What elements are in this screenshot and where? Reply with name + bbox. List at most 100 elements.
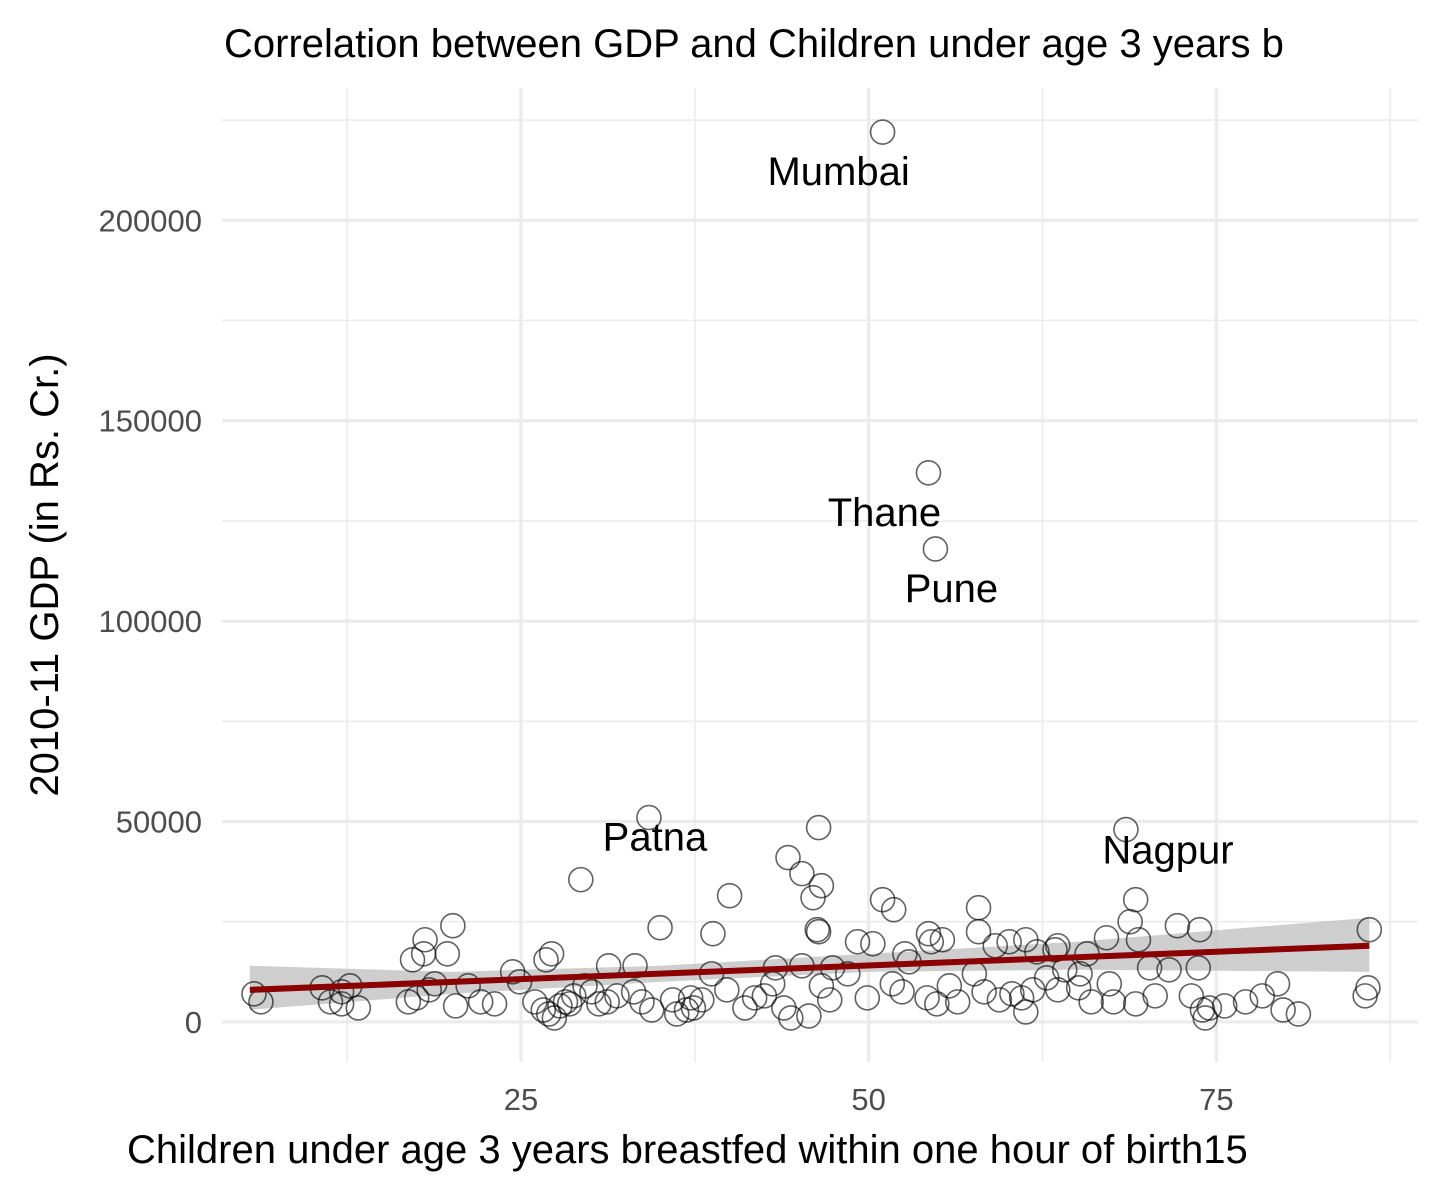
data-point	[1122, 991, 1149, 1017]
point-label-nagpur: Nagpur	[1102, 829, 1233, 873]
y-axis-ticks: 0 50000 100000 150000 200000	[99, 203, 202, 1040]
x-axis-title: Children under age 3 years breastfed wit…	[127, 1128, 1248, 1172]
data-point	[1270, 997, 1296, 1023]
data-point	[1352, 983, 1378, 1009]
data-point	[971, 979, 997, 1005]
x-tick-label: 50	[851, 1082, 885, 1117]
data-point	[328, 991, 355, 1017]
data-point	[965, 894, 992, 921]
data-point	[680, 995, 707, 1021]
point-label-mumbai: Mumbai	[767, 150, 909, 194]
data-point	[714, 977, 740, 1003]
point-label-thane: Thane	[828, 491, 941, 535]
data-point	[412, 926, 438, 953]
data-point	[854, 985, 881, 1011]
data-point	[835, 961, 861, 987]
data-point	[328, 979, 355, 1005]
data-point	[816, 987, 843, 1013]
point-label-patna: Patna	[603, 815, 708, 859]
data-point	[1264, 971, 1291, 997]
data-point	[604, 983, 630, 1009]
data-point	[732, 995, 758, 1021]
data-point	[918, 928, 945, 955]
data-point	[241, 981, 267, 1007]
data-point	[636, 804, 662, 831]
data-point	[547, 993, 573, 1019]
data-point	[986, 987, 1013, 1013]
data-point	[889, 979, 915, 1005]
data-point	[579, 979, 605, 1005]
y-tick-label: 50000	[116, 805, 202, 840]
data-point	[1232, 989, 1259, 1015]
data-point	[1142, 983, 1168, 1009]
data-point	[915, 920, 942, 947]
data-point	[467, 989, 494, 1015]
data-point	[1067, 961, 1093, 987]
data-point	[499, 959, 526, 985]
data-point	[1008, 985, 1035, 1011]
data-point	[789, 860, 815, 887]
data-point	[677, 985, 704, 1011]
data-point	[1100, 989, 1127, 1015]
data-point	[1356, 916, 1383, 943]
data-point	[1355, 975, 1381, 1001]
data-point	[533, 946, 559, 973]
data-point	[777, 1005, 804, 1031]
data-point	[1164, 912, 1191, 939]
data-point	[869, 119, 896, 145]
chart-title: Correlation between GDP and Children und…	[224, 22, 1284, 66]
data-point	[996, 928, 1022, 955]
y-tick-label: 100000	[99, 604, 202, 639]
data-point	[924, 991, 950, 1017]
y-tick-label: 200000	[99, 203, 202, 238]
x-tick-label: 75	[1199, 1082, 1233, 1117]
data-point	[771, 995, 797, 1021]
fit-line-layer	[249, 942, 1370, 993]
point-label-pune: Pune	[905, 567, 998, 611]
data-point	[538, 940, 565, 967]
data-point	[805, 814, 832, 841]
data-point	[860, 930, 886, 957]
data-point	[1192, 1005, 1219, 1031]
data-point	[638, 997, 665, 1023]
data-point	[741, 985, 768, 1011]
fit-line	[249, 942, 1370, 993]
x-axis-ticks: 25 50 75	[504, 1082, 1234, 1117]
data-point	[629, 989, 655, 1015]
data-point	[936, 973, 963, 999]
data-point	[879, 971, 906, 997]
data-point	[1122, 886, 1149, 913]
data-point	[1045, 977, 1071, 1003]
data-point	[796, 1003, 822, 1029]
data-point	[1249, 983, 1276, 1009]
data-point	[416, 977, 443, 1003]
data-point	[434, 940, 461, 967]
data-point	[965, 918, 992, 945]
data-point	[880, 896, 907, 923]
data-point	[1013, 999, 1039, 1025]
data-point	[688, 987, 715, 1013]
data-point	[922, 536, 949, 562]
data-point	[1186, 916, 1213, 943]
data-point	[1013, 926, 1039, 953]
data-point	[567, 866, 594, 893]
data-point	[805, 918, 832, 945]
data-point	[552, 989, 579, 1015]
data-point	[1113, 816, 1139, 843]
y-tick-label: 0	[185, 1005, 202, 1040]
x-tick-label: 25	[504, 1082, 538, 1117]
data-point	[620, 979, 647, 1005]
data-points-layer	[241, 119, 1383, 1031]
data-point	[345, 995, 372, 1021]
y-tick-label: 150000	[99, 404, 202, 439]
data-point	[440, 912, 466, 939]
data-point	[455, 973, 481, 999]
data-point	[808, 973, 835, 999]
data-point	[929, 926, 956, 953]
data-point	[844, 928, 871, 955]
data-point	[700, 920, 726, 947]
data-point	[915, 459, 942, 486]
data-point	[1019, 977, 1046, 1003]
data-point	[1156, 957, 1182, 983]
